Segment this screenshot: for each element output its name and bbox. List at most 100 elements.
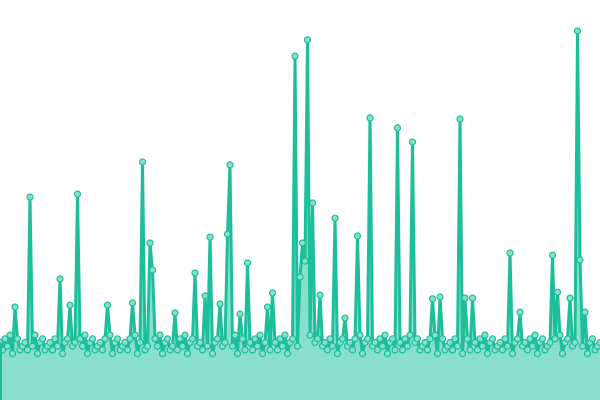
data-point (48, 346, 57, 354)
data-point (451, 335, 459, 343)
data-point (183, 350, 192, 358)
data-point (143, 342, 152, 350)
data-point (106, 331, 114, 339)
data-point (413, 335, 422, 343)
data-point (248, 346, 257, 354)
data-point (33, 350, 42, 358)
data-point (228, 342, 237, 350)
data-point (378, 342, 387, 350)
data-point (176, 335, 184, 343)
data-point (278, 342, 287, 350)
data-point (71, 338, 79, 347)
data-point (101, 335, 109, 343)
data-point (388, 335, 397, 343)
data-point (506, 249, 514, 257)
data-point (501, 335, 509, 343)
data-point (481, 331, 489, 339)
data-point (478, 342, 487, 350)
data-point (363, 335, 372, 343)
data-point (438, 335, 447, 343)
data-point (53, 342, 62, 350)
data-point (306, 331, 314, 339)
data-point (243, 259, 252, 267)
data-point (203, 342, 212, 350)
data-point (573, 27, 582, 35)
data-point (526, 335, 534, 343)
data-point (196, 338, 204, 347)
data-point (226, 161, 234, 169)
data-point (558, 350, 567, 358)
data-point (6, 331, 14, 339)
data-point (433, 350, 442, 358)
data-point (221, 338, 229, 347)
data-point (533, 350, 542, 358)
data-point (171, 309, 179, 317)
data-point (146, 239, 154, 247)
data-point (96, 338, 104, 347)
data-point (148, 266, 157, 274)
data-point (596, 338, 600, 347)
data-point (253, 342, 262, 350)
data-point (151, 335, 159, 343)
data-point (403, 342, 412, 350)
data-point (206, 233, 214, 241)
data-point (223, 230, 232, 238)
data-point (31, 331, 39, 339)
data-point (158, 350, 167, 358)
data-point (313, 335, 322, 343)
data-point (233, 350, 242, 358)
data-point (121, 338, 129, 347)
data-point (383, 350, 392, 358)
data-point (73, 190, 82, 198)
data-point (268, 289, 277, 297)
data-point (328, 342, 337, 350)
data-point (173, 346, 182, 354)
data-point (126, 335, 134, 343)
data-point (301, 257, 309, 265)
data-point (358, 350, 367, 358)
data-point (133, 350, 142, 358)
data-point (463, 335, 472, 343)
data-point (551, 335, 559, 343)
data-point (181, 331, 189, 339)
data-point (13, 335, 22, 343)
data-point (1, 335, 9, 343)
data-point (81, 331, 89, 339)
data-point (458, 350, 467, 358)
data-point (356, 331, 364, 339)
data-point (453, 342, 462, 350)
data-point (293, 342, 302, 350)
data-point (56, 275, 64, 283)
data-point (553, 288, 562, 296)
data-point (213, 335, 222, 343)
data-point (236, 310, 244, 318)
data-point (323, 346, 332, 354)
data-point (583, 350, 592, 358)
data-point (98, 346, 107, 354)
data-point (291, 52, 299, 60)
data-point (113, 335, 122, 343)
markers (0, 27, 600, 358)
data-point (273, 346, 282, 354)
data-point (348, 346, 357, 354)
data-point (513, 335, 522, 343)
data-point (548, 251, 557, 259)
data-point (38, 335, 47, 343)
data-point (201, 292, 209, 300)
data-point (581, 308, 589, 316)
data-point (283, 350, 292, 358)
data-point (366, 114, 374, 122)
data-point (288, 335, 297, 343)
data-point (476, 335, 484, 343)
data-point (316, 291, 324, 299)
data-point (138, 158, 147, 166)
data-point (423, 346, 432, 354)
data-point (421, 338, 429, 347)
data-point (163, 335, 172, 343)
data-point (351, 335, 359, 343)
data-point (528, 342, 537, 350)
data-point (508, 350, 517, 358)
data-point (23, 346, 32, 354)
data-point (153, 342, 162, 350)
data-point (556, 331, 564, 339)
